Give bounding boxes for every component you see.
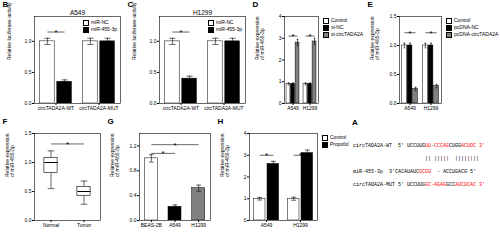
svg-text:2: 2 [244,174,247,180]
svg-text:*: * [179,28,182,37]
svg-text:0: 0 [244,217,247,223]
svg-text:E: E [368,0,374,9]
svg-text:A549: A549 [261,222,273,228]
svg-text:Relative expressionof miR-455-: Relative expressionof miR-455-3p [369,16,380,60]
html-text:si-NC: si-NC [331,24,344,31]
svg-text:A549: A549 [70,9,86,16]
svg-text:0.0: 0.0 [130,217,137,223]
html-text:miR-455-3p: miR-455-3p [90,26,117,33]
svg-text:0: 0 [279,100,282,106]
svg-text:circTADA2A-WT: circTADA2A-WT [38,105,74,111]
svg-text:Normal: Normal [43,222,59,228]
html-text:miR-NC: miR-NC [90,19,109,26]
svg-text:0.0: 0.0 [25,100,32,106]
svg-text:4: 4 [244,130,247,136]
svg-text:A549: A549 [404,105,416,111]
html-text:miR-455-3p 3'CACAUAUC GCGU - A: miR-455-3p 3'CACAUAUC GCGU - ACCUGACG 5' [353,169,476,175]
svg-text:4: 4 [279,13,282,19]
html-text:circTADA2A-WT 5' UCCUUG UU - C: circTADA2A-WT 5' UCCUUG UU - CCCAG CUGG … [353,143,486,149]
svg-text:0.8: 0.8 [130,167,137,173]
svg-text:*: * [162,149,165,158]
svg-text:1.5: 1.5 [25,130,32,136]
svg-text:0.5: 0.5 [25,188,32,194]
svg-text:H1299: H1299 [293,222,308,228]
svg-text:*: * [66,140,69,149]
svg-text:D: D [253,0,259,9]
svg-text:circTADA2A-MUT: circTADA2A-MUT [204,105,243,111]
svg-text:0.0: 0.0 [25,217,32,223]
html-text:A: A [352,118,358,127]
html-text:si-circTADA2A: si-circTADA2A [331,31,364,38]
svg-text:0.0: 0.0 [150,100,157,106]
svg-text:H1299: H1299 [303,105,318,111]
svg-text:Relative expressionof miR-455-: Relative expressionof miR-455-3p [4,133,15,177]
svg-text:*: * [308,32,311,41]
svg-text:*: * [408,29,411,38]
svg-text:2: 2 [279,57,282,63]
html-text:miR-NC: miR-NC [215,19,234,26]
svg-text:Relative expressionof miR-455-: Relative expressionof miR-455-3p [219,133,230,177]
svg-text:3: 3 [279,35,282,41]
svg-text:*: * [429,29,432,38]
html-text:miR-455-3p: miR-455-3p [215,26,242,33]
svg-text:H1299: H1299 [424,105,439,111]
html-text:Control: Control [331,17,348,24]
svg-text:Relative expressionof miR-455-: Relative expressionof miR-455-3p [109,133,120,177]
svg-text:F: F [3,117,8,126]
svg-text:0.5: 0.5 [390,71,397,77]
svg-text:*: * [265,151,268,160]
html-text:Control: Control [454,17,471,24]
svg-text:A549: A549 [169,222,181,228]
svg-text:0.4: 0.4 [130,192,137,198]
svg-text:circTADA2A-WT: circTADA2A-WT [163,105,199,111]
svg-text:*: * [173,141,176,150]
svg-text:1.0: 1.0 [150,38,157,44]
svg-text:Relative luciferase activity: Relative luciferase activity [131,2,137,60]
svg-text:*: * [299,151,302,160]
svg-text:1.0: 1.0 [25,38,32,44]
svg-text:H: H [218,117,224,126]
svg-text:Tumor: Tumor [77,222,92,228]
svg-text:1: 1 [244,195,247,201]
html-text:pcDNA-NC: pcDNA-NC [454,24,479,31]
svg-text:Relative luciferase activity: Relative luciferase activity [6,2,12,60]
svg-text:G: G [108,117,114,126]
svg-text:A549: A549 [287,105,299,111]
svg-text:Relative expressionof miR-455-: Relative expressionof miR-455-3p [254,16,265,60]
html-text:Control: Control [330,134,347,141]
svg-text:*: * [54,28,57,37]
html-text:pcDNA-circTADA2A: pcDNA-circTADA2A [454,31,499,38]
svg-text:1.0: 1.0 [390,42,397,48]
svg-text:1.0: 1.0 [25,159,32,165]
svg-text:H1299: H1299 [193,9,213,16]
svg-text:0.5: 0.5 [150,69,157,75]
svg-text:1.2: 1.2 [130,143,137,149]
svg-text:0.0: 0.0 [390,100,397,106]
svg-text:BEAS-2B: BEAS-2B [141,222,163,228]
svg-text:3: 3 [244,152,247,158]
svg-text:H1299: H1299 [191,222,206,228]
svg-text:1.5: 1.5 [390,13,397,19]
svg-text:0.5: 0.5 [25,69,32,75]
svg-text:*: * [291,32,294,41]
svg-text:1: 1 [279,78,282,84]
svg-text:circTADA2A-MUT: circTADA2A-MUT [79,105,118,111]
html-text:Propofol: Propofol [330,141,349,148]
html-text:circTADA2A-MUT 5' UCCUUG GC-AG: circTADA2A-MUT 5' UCCUUG GC-AGAG GCC AUC… [353,182,486,188]
